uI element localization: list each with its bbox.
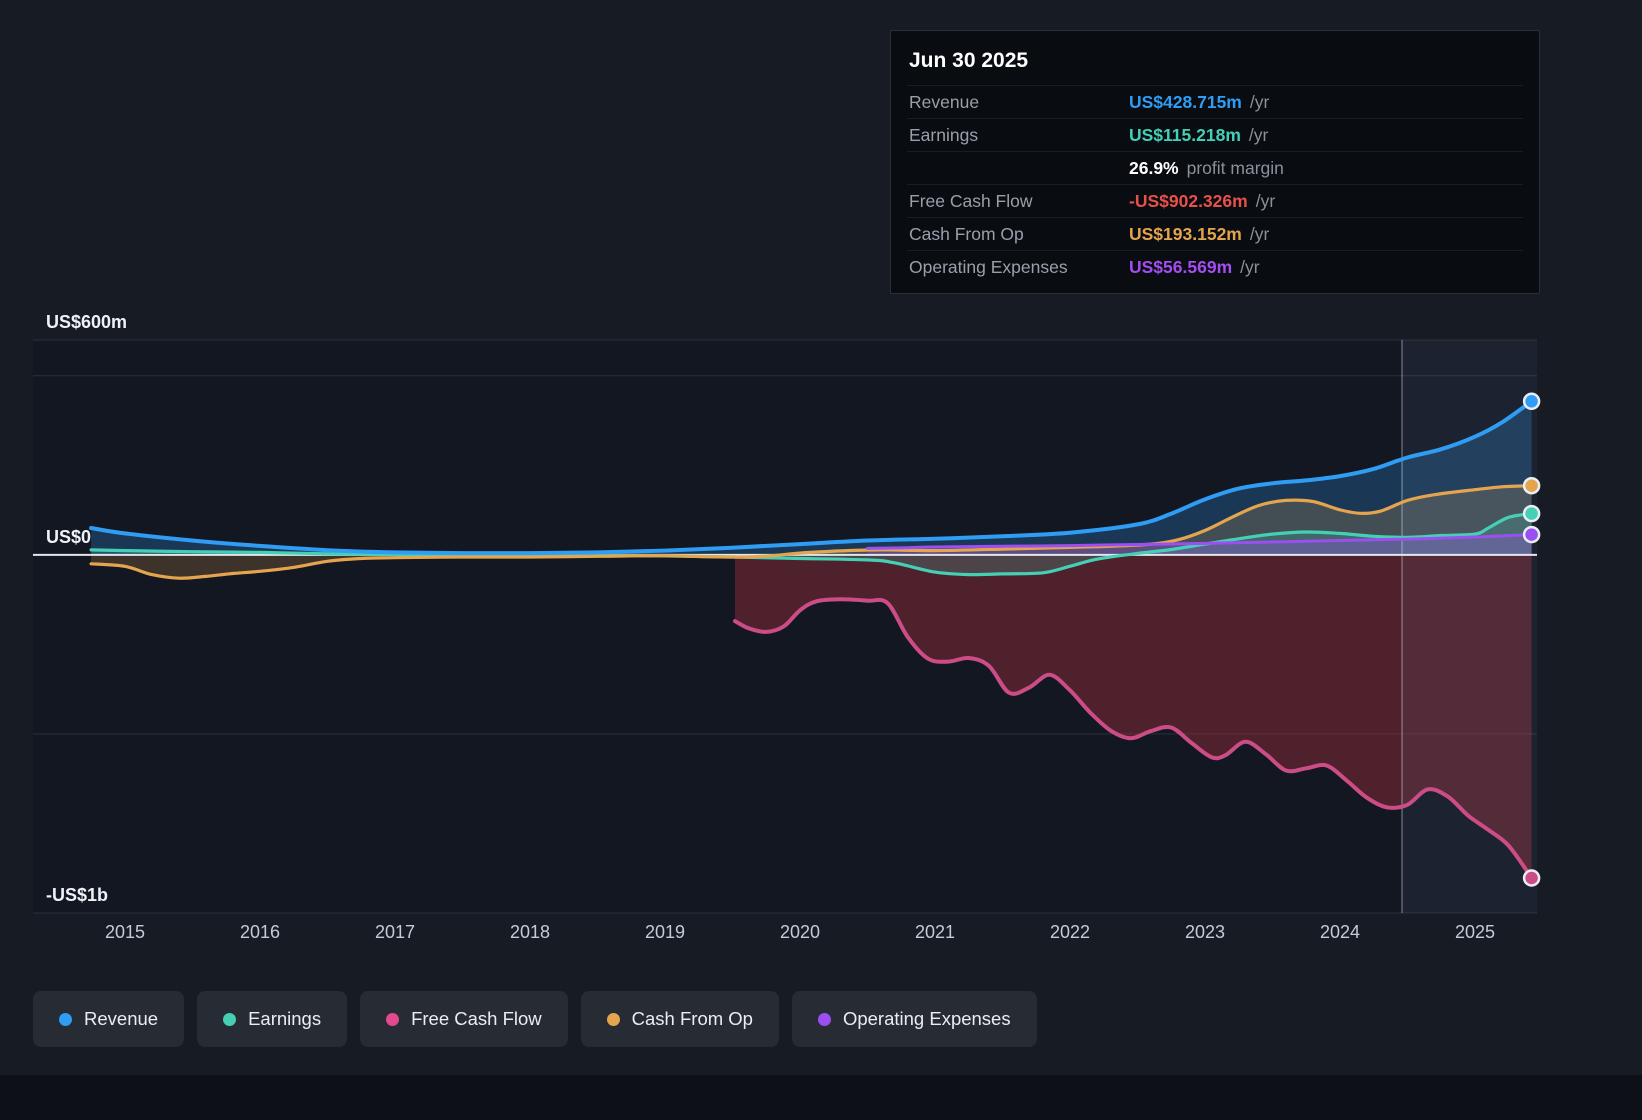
operating-expenses-end-marker[interactable] [1522, 525, 1541, 544]
revenue-end-marker[interactable] [1522, 392, 1541, 411]
legend-item-cash-from-op[interactable]: Cash From Op [580, 991, 779, 1047]
tooltip-row-suffix: profit margin [1186, 157, 1284, 178]
tooltip-row-label: Revenue [909, 91, 980, 112]
free-cash-flow-legend-dot-icon [386, 1012, 400, 1026]
tooltip-row-value: US$428.715m [1129, 91, 1242, 112]
tooltip-row-suffix: /yr [1249, 223, 1270, 244]
tooltip-row-suffix: /yr [1248, 124, 1269, 145]
forecast-highlight-band [1402, 340, 1537, 913]
earnings-area [91, 513, 1532, 575]
legend-item-free-cash-flow[interactable]: Free Cash Flow [360, 991, 568, 1047]
bottom-strip [0, 1075, 1642, 1120]
cash-from-op-legend-dot-icon [606, 1012, 620, 1026]
tooltip-rows: Revenue US$428.715m/yr Earnings US$115.218m… [907, 85, 1523, 283]
tooltip-date: Jun 30 2025 [909, 49, 1029, 72]
legend-item-earnings[interactable]: Earnings [197, 991, 348, 1047]
tooltip-row-label: Operating Expenses [909, 256, 1068, 277]
chart-tooltip: Jun 30 2025 Revenue US$428.715m/yr Earning… [890, 30, 1540, 294]
tooltip-row-value: US$115.218m [1129, 124, 1241, 145]
legend-item-label: Free Cash Flow [411, 1008, 542, 1029]
earnings-legend-dot-icon [223, 1012, 237, 1026]
legend-item-label: Cash From Op [631, 1008, 753, 1029]
tooltip-row-value: 26.9% [1129, 157, 1179, 178]
tooltip-row-label: Earnings [909, 124, 979, 145]
cash-from-op-line[interactable] [89, 484, 1534, 580]
revenue-area [91, 401, 1532, 555]
tooltip-row-free-cash-flow: Free Cash Flow -US$902.326m/yr [907, 184, 1523, 217]
legend-item-label: Operating Expenses [842, 1008, 1011, 1029]
tooltip-row-label: Cash From Op [909, 223, 1024, 244]
tooltip-row-cash-from-op: Cash From Op US$193.152m/yr [907, 217, 1523, 250]
tooltip-row-earnings: Earnings US$115.218m/yr [907, 118, 1523, 151]
tooltip-row-suffix: /yr [1240, 256, 1260, 277]
free-cash-flow-end-marker[interactable] [1522, 869, 1541, 887]
legend-item-revenue[interactable]: Revenue [33, 991, 185, 1047]
earnings-end-marker[interactable] [1522, 504, 1541, 523]
chart-legend: Revenue Earnings Free Cash Flow Cash From O… [33, 991, 1037, 1047]
free-cash-flow-area [735, 554, 1532, 878]
tooltip-row-value: US$56.569m [1129, 256, 1233, 277]
legend-item-label: Earnings [248, 1008, 322, 1029]
revenue-line[interactable] [89, 399, 1534, 556]
legend-item-label: Revenue [84, 1008, 159, 1029]
tooltip-row-value: US$193.152m [1129, 223, 1242, 244]
tooltip-row-label: Free Cash Flow [909, 190, 1033, 211]
revenue-legend-dot-icon [59, 1012, 72, 1026]
tooltip-row-revenue: Revenue US$428.715m/yr [907, 85, 1523, 118]
tooltip-row-operating-expenses: Operating Expenses US$56.569m/yr [907, 250, 1523, 283]
tooltip-row-suffix: /yr [1255, 190, 1276, 211]
earnings-line[interactable] [89, 512, 1534, 577]
tooltip-row-suffix: /yr [1249, 91, 1270, 112]
operating-expenses-legend-dot-icon [817, 1012, 831, 1026]
free-cash-flow-line[interactable] [733, 597, 1534, 880]
legend-item-operating-expenses[interactable]: Operating Expenses [791, 991, 1037, 1047]
tooltip-row-value: -US$902.326m [1129, 190, 1248, 211]
operating-expenses-line[interactable] [865, 533, 1534, 550]
cash-from-op-end-marker[interactable] [1522, 476, 1541, 495]
tooltip-row-profit-margin: 26.9% profit margin [907, 151, 1523, 184]
